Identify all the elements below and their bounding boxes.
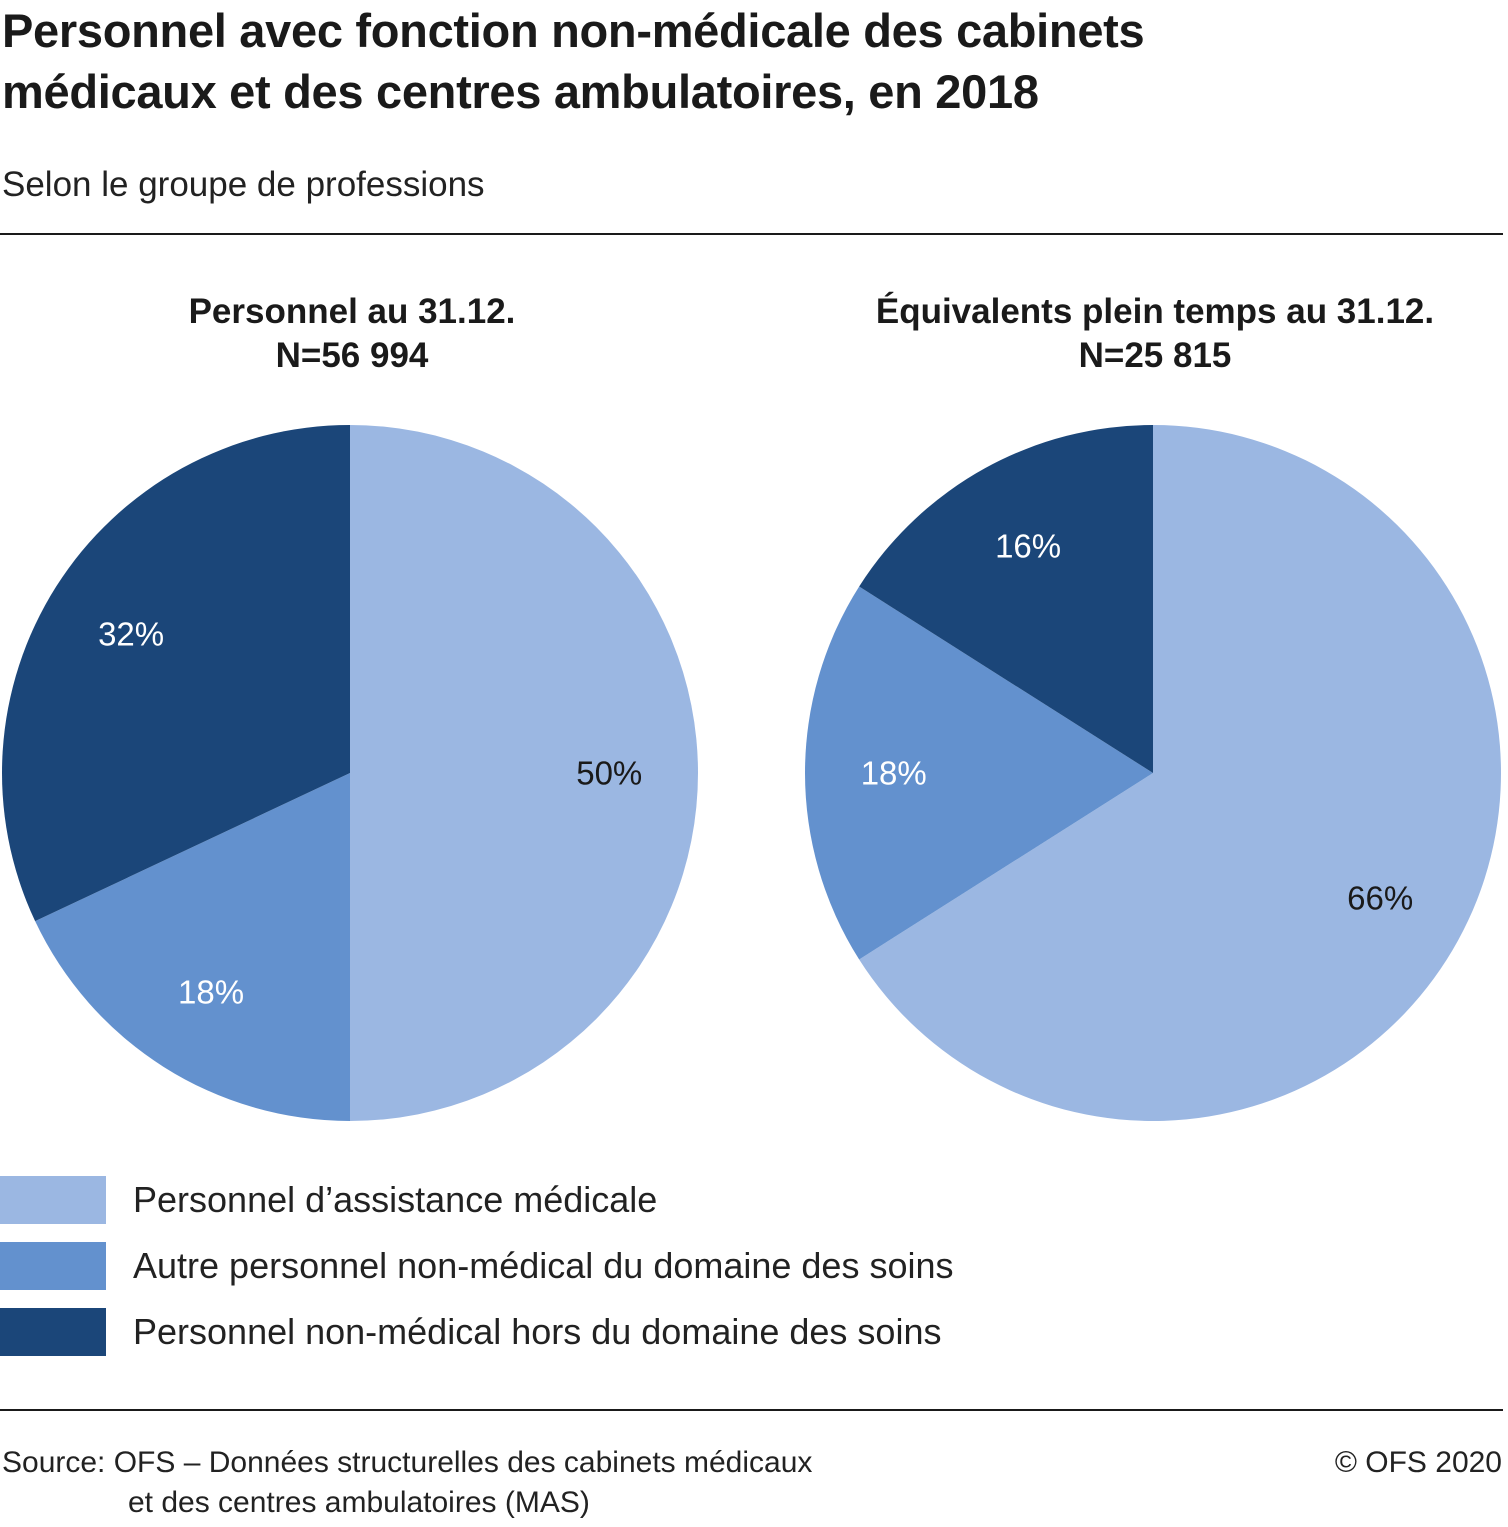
pie-2-slice-hors-soins [859,425,1153,773]
top-divider [0,233,1503,235]
legend-swatch-soins [0,1242,106,1290]
pie-1-slice-hors-soins [1,425,350,922]
chart-subtitle: Selon le groupe de professions [2,165,485,204]
pie-1-label-soins: 18% [178,973,244,1010]
pie-2-label-assistance: 66% [1347,879,1413,916]
pie-1-title: Personnel au 31.12. N=56 994 [2,290,702,378]
pie-1-title-line-2: N=56 994 [275,336,429,375]
legend-item-hors-soins: Personnel non-médical hors du domaine de… [0,1308,1150,1358]
chart-title-line-2: médicaux et des centres ambulatoires, en… [2,65,1039,119]
pie-2-title: Équivalents plein temps au 31.12. N=25 8… [805,290,1505,378]
pie-2-label-hors-soins: 16% [995,527,1061,564]
pie-chart-equivalents: 66% 18% 16% [805,425,1501,1121]
pie-2-title-line-1: Équivalents plein temps au 31.12. [875,292,1435,331]
pie-2-title-line-2: N=25 815 [1078,336,1232,375]
copyright: © OFS 2020 [1334,1446,1502,1479]
source-note: Source: OFS – Données structurelles des … [2,1443,812,1523]
legend-swatch-hors-soins [0,1308,106,1356]
pie-1-label-hors-soins: 32% [98,616,164,653]
legend-item-assistance: Personnel d’assistance médicale [0,1176,1150,1226]
legend-item-soins: Autre personnel non-médical du domaine d… [0,1242,1150,1292]
legend-label-hors-soins: Personnel non-médical hors du domaine de… [133,1311,942,1352]
pie-1-label-assistance: 50% [576,755,642,792]
legend-label-assistance: Personnel d’assistance médicale [133,1179,658,1220]
source-line-1: Source: OFS – Données structurelles des … [2,1446,813,1479]
chart-title: Personnel avec fonction non-médicale des… [2,0,1502,122]
pie-2-slice-assistance [859,425,1501,1121]
legend-label-soins: Autre personnel non-médical du domaine d… [133,1245,954,1286]
bottom-divider [0,1409,1503,1411]
chart-title-line-1: Personnel avec fonction non-médicale des… [2,4,1145,57]
pie-1-slice-assistance [350,425,698,1121]
pie-2-slice-soins [805,586,1153,960]
legend-swatch-assistance [0,1176,106,1224]
pie-1-slice-soins [35,773,351,1121]
pie-chart-personnel: 50% 18% 32% [1,425,698,1121]
pie-2-label-soins: 18% [861,755,927,792]
source-line-2: et des centres ambulatoires (MAS) [128,1486,590,1519]
pie-1-title-line-1: Personnel au 31.12. [188,292,516,331]
